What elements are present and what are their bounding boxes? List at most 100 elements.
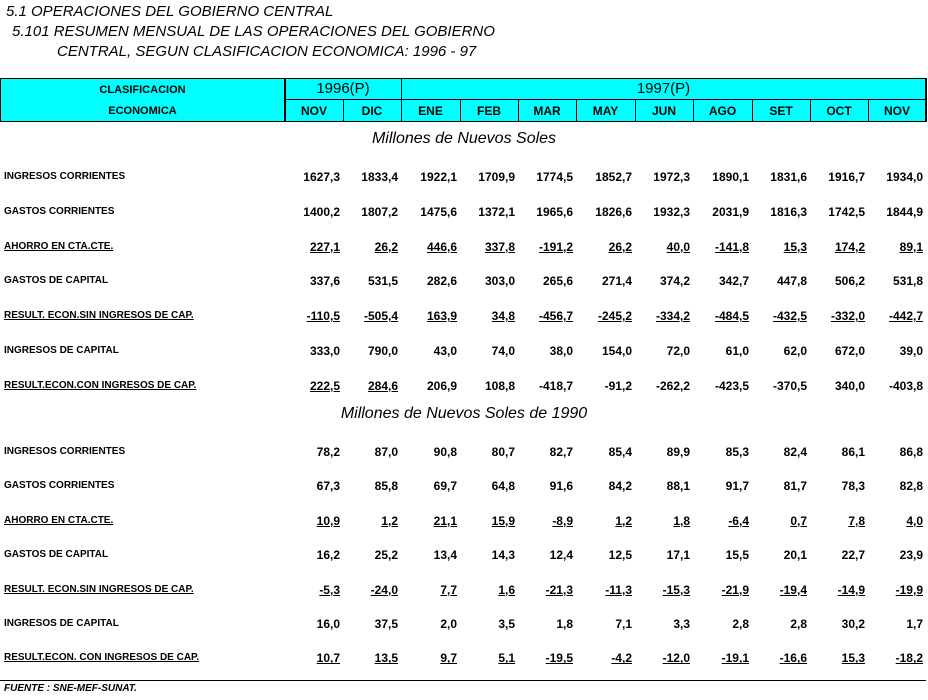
cell-value: 790,0 [367,344,398,358]
year-label: 1996(P) [316,80,370,97]
cell-value: 61,0 [725,344,749,358]
cell-value: 89,9 [666,445,690,459]
cell-value: 1,8 [673,513,690,528]
cell-value: 62,0 [783,344,807,358]
cell-value: 5,1 [498,651,515,666]
cell-value: 1,7 [906,617,923,631]
cell-value: 446,6 [426,239,457,254]
cell-value: 1400,2 [303,204,340,219]
cell-value: 1844,9 [886,204,923,219]
cell-value: 15,9 [491,513,515,528]
subtitle: CENTRAL, SEGUN CLASIFICACION ECONOMICA: … [57,43,477,60]
cell-value: 78,3 [841,479,865,494]
year-label: 1997(P) [636,80,691,97]
cell-value: 14,3 [491,548,515,563]
cell-value: 23,9 [899,548,923,563]
cell-value: 447,8 [776,274,807,289]
cell-value: 17,1 [666,548,690,563]
cell-value: 4,0 [906,513,923,528]
cell-value: 1816,3 [770,204,807,219]
row-label: INGRESOS DE CAPITAL [4,618,119,629]
cell-value: 108,8 [484,378,515,393]
header-label: CLASIFICACION [99,84,186,96]
month-label: MAY [592,104,619,118]
cell-value: 85,8 [374,479,398,494]
cell-value: 12,4 [549,548,573,563]
cell-value: -19,4 [779,582,807,597]
cell-value: 20,1 [783,548,807,563]
cell-value: 30,2 [841,617,865,631]
cell-value: 337,6 [309,274,340,289]
cell-value: 10,7 [316,651,340,666]
cell-value: 1627,3 [303,170,340,184]
cell-value: -6,4 [728,513,749,528]
cell-value: -334,2 [655,309,690,324]
cell-value: 34,8 [491,309,515,324]
cell-value: 15,3 [783,239,807,254]
bottom-rule [0,680,926,681]
cell-value: 22,7 [841,548,865,563]
cell-value: 282,6 [426,274,457,289]
row-label: GASTOS CORRIENTES [4,205,115,217]
row-label: GASTOS DE CAPITAL [4,275,109,287]
row-label: RESULT.ECON.CON INGRESOS DE CAP. [4,379,197,391]
cell-value: -5,3 [319,582,340,597]
cell-value: 1,6 [498,582,515,597]
cell-value: 85,3 [725,445,749,459]
cell-value: 271,4 [601,274,632,289]
cell-value: 67,3 [316,479,340,494]
month-label: SET [769,104,793,118]
subtitle: 5.101 RESUMEN MENSUAL DE LAS OPERACIONES… [12,23,495,40]
cell-value: -15,3 [662,582,690,597]
cell-value: 43,0 [433,344,457,358]
cell-value: -191,2 [538,239,573,254]
cell-value: 1831,6 [770,170,807,184]
cell-value: 25,2 [374,548,398,563]
cell-value: 1807,2 [361,204,398,219]
cell-value: 1,2 [381,513,398,528]
cell-value: 15,5 [725,548,749,563]
month-label: AGO [708,104,737,118]
cell-value: -110,5 [306,309,340,324]
row-label: INGRESOS CORRIENTES [4,171,126,182]
cell-value: -442,7 [888,309,923,324]
cell-value: 222,5 [309,378,340,393]
cell-value: -18,2 [895,651,923,666]
month-label: ENE [418,104,443,118]
month-label: NOV [300,104,327,118]
title: 5.1 OPERACIONES DEL GOBIERNO CENTRAL [6,3,334,20]
cell-value: -11,3 [605,582,632,597]
cell-value: 21,1 [433,513,457,528]
cell-value: 9,7 [440,651,457,666]
cell-value: -14,9 [837,582,865,597]
cell-value: 1,8 [556,617,573,631]
cell-value: 531,5 [367,274,398,289]
cell-value: 69,7 [433,479,457,494]
month-label: FEB [477,104,501,118]
cell-value: 81,7 [783,479,807,494]
cell-value: 2,8 [790,617,807,631]
cell-value: 16,0 [316,617,340,631]
cell-value: -8,9 [552,513,573,528]
cell-value: 7,7 [440,582,457,597]
cell-value: -332,0 [830,309,865,324]
cell-value: -505,4 [363,309,398,324]
cell-value: 1934,0 [886,170,923,184]
cell-value: 1916,7 [828,170,865,184]
cell-value: 86,8 [899,445,923,459]
row-label: RESULT. ECON.SIN INGRESOS DE CAP. [4,310,194,322]
cell-value: 1742,5 [828,204,865,219]
cell-value: 12,5 [608,548,632,563]
cell-value: 26,2 [374,239,398,254]
cell-value: 38,0 [549,344,573,358]
cell-value: 7,1 [615,617,632,631]
cell-value: 1972,3 [653,170,690,184]
cell-value: 13,5 [374,651,398,666]
month-label: NOV [883,104,910,118]
cell-value: -19,1 [721,651,749,666]
cell-value: 284,6 [367,378,398,393]
cell-value: 74,0 [491,344,515,358]
section-title: Millones de Nuevos Soles [371,130,557,147]
cell-value: 1709,9 [478,170,515,184]
